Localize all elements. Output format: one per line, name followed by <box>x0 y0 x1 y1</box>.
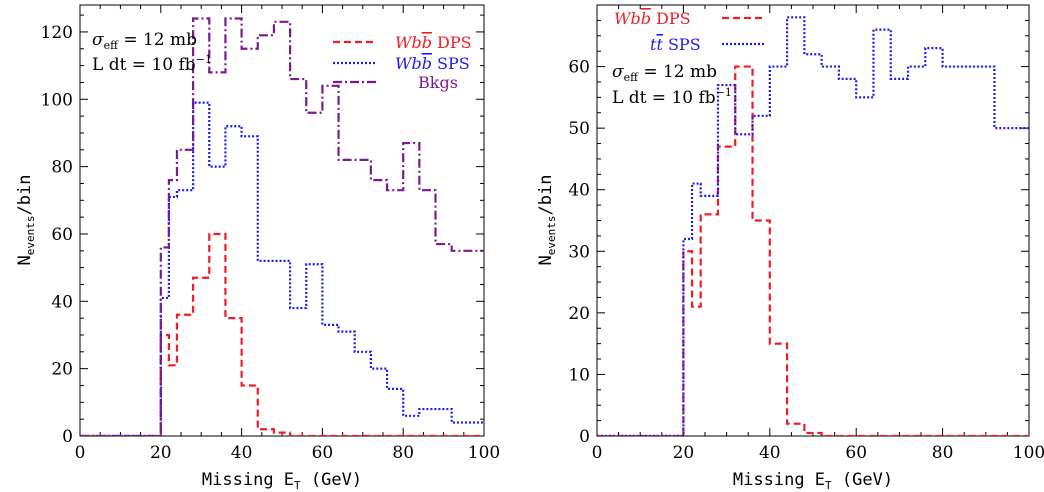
legend-label-sps: Wbb SPS <box>395 54 470 73</box>
legend: Wbb DPS Wbb SPS Bkgs <box>333 33 472 92</box>
y-tick-label: 40 <box>51 292 73 312</box>
annotation: σeff = 12 mb L dt = 10 fb−1 <box>92 30 212 75</box>
y-tick-label: 100 <box>41 90 73 110</box>
legend-label-bkgs: Bkgs <box>418 73 458 92</box>
luminosity-label: L dt = 10 fb−1 <box>92 53 212 75</box>
y-tick-label: 40 <box>568 181 590 201</box>
legend-entry-ttbar-sps: tt SPS <box>650 35 766 54</box>
y-tick-label: 20 <box>51 360 73 380</box>
luminosity-label: L dt = 10 fb−1 <box>612 86 732 108</box>
x-tick-label: 100 <box>468 443 500 463</box>
series-line-bkg <box>80 17 484 436</box>
x-tick-label: 20 <box>150 443 172 463</box>
x-axis-label: Missing ET (GeV) <box>733 470 893 492</box>
series-line-sps <box>80 101 484 436</box>
y-tick-label: 50 <box>568 119 590 139</box>
legend-label-dps: Wbb DPS <box>614 9 691 28</box>
legend-entry-sps: Wbb SPS <box>333 54 470 73</box>
sigma-eff-label: σeff = 12 mb <box>92 30 197 52</box>
y-tick-label: 60 <box>568 58 590 78</box>
right-panel: 0 20 40 60 80 100 0 10 20 30 40 50 60 Wbb DPS tt SPS… <box>536 4 1044 492</box>
y-tick-label: 0 <box>62 427 73 447</box>
y-tick-label: 80 <box>51 158 73 178</box>
left-panel: 0 20 40 60 80 100 0 20 40 60 80 100 120 σeff = 12 mb… <box>15 4 500 492</box>
x-tick-label: 80 <box>392 443 414 463</box>
x-axis-label: Missing ET (GeV) <box>202 470 362 492</box>
series-line-dps <box>80 232 484 436</box>
series-group <box>80 17 484 436</box>
x-tick-label: 100 <box>1013 443 1044 463</box>
x-tick-label: 80 <box>932 443 954 463</box>
legend-entry-bkgs: Bkgs <box>333 73 458 92</box>
series-group <box>597 16 1029 436</box>
legend: Wbb DPS tt SPS <box>614 9 766 54</box>
x-tick-label: 20 <box>673 443 695 463</box>
y-tick-label: 30 <box>568 242 590 262</box>
x-tick-label: 60 <box>312 443 334 463</box>
y-tick-label: 20 <box>568 304 590 324</box>
x-tick-label: 40 <box>759 443 781 463</box>
y-tick-label: 60 <box>51 225 73 245</box>
tick-marks: 0 20 40 60 80 100 0 20 40 60 80 100 120 <box>41 5 500 463</box>
y-tick-label: 0 <box>579 427 590 447</box>
annotation: σeff = 12 mb L dt = 10 fb−1 <box>612 62 732 108</box>
sigma-eff-label: σeff = 12 mb <box>612 62 717 84</box>
x-tick-label: 40 <box>231 443 253 463</box>
series-line-dps <box>597 65 1029 436</box>
legend-entry-dps: Wbb DPS <box>614 9 766 28</box>
y-tick-label: 120 <box>41 23 73 43</box>
legend-label-ttbar-sps: tt SPS <box>650 35 701 54</box>
legend-label-dps: Wbb DPS <box>395 33 472 52</box>
tick-marks: 0 20 40 60 80 100 0 10 20 30 40 50 60 <box>568 4 1044 463</box>
x-tick-label: 60 <box>845 443 867 463</box>
y-axis-label: Nevents/bin <box>15 175 37 266</box>
x-tick-label: 0 <box>592 443 603 463</box>
series-line-sps <box>597 16 1029 436</box>
y-tick-label: 10 <box>568 365 590 385</box>
y-axis-label: Nevents/bin <box>536 175 558 266</box>
legend-entry-dps: Wbb DPS <box>333 33 472 52</box>
x-tick-label: 0 <box>75 443 86 463</box>
